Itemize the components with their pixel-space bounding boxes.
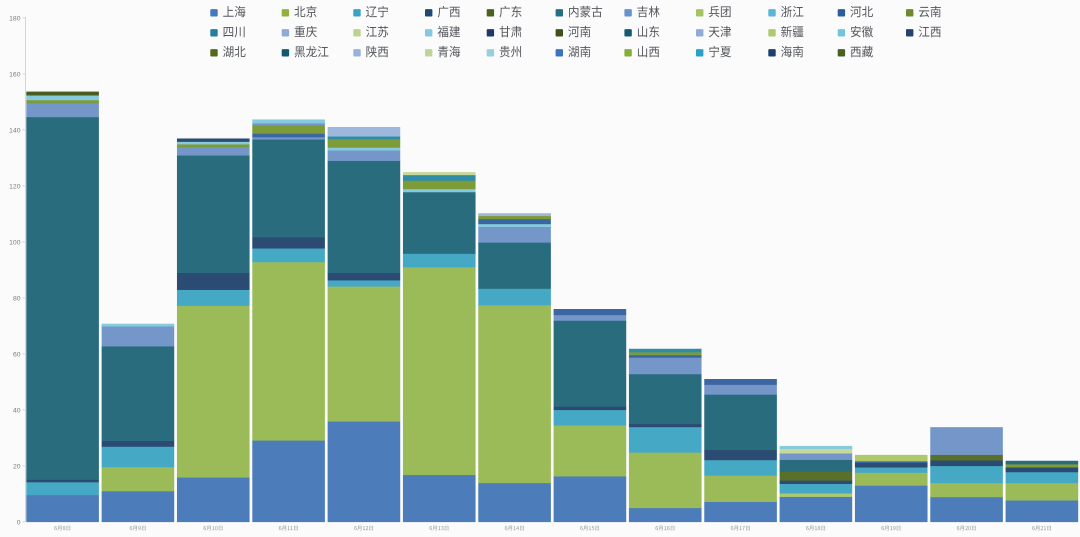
svg-text:20: 20: [13, 463, 21, 470]
svg-text:0: 0: [17, 519, 21, 526]
svg-text:40: 40: [13, 407, 21, 414]
svg-text:60: 60: [13, 351, 21, 358]
svg-text:160: 160: [9, 71, 21, 78]
svg-text:100: 100: [9, 239, 21, 246]
svg-text:80: 80: [13, 295, 21, 302]
svg-text:120: 120: [9, 183, 21, 190]
svg-text:140: 140: [9, 127, 21, 134]
svg-text:180: 180: [9, 15, 21, 22]
